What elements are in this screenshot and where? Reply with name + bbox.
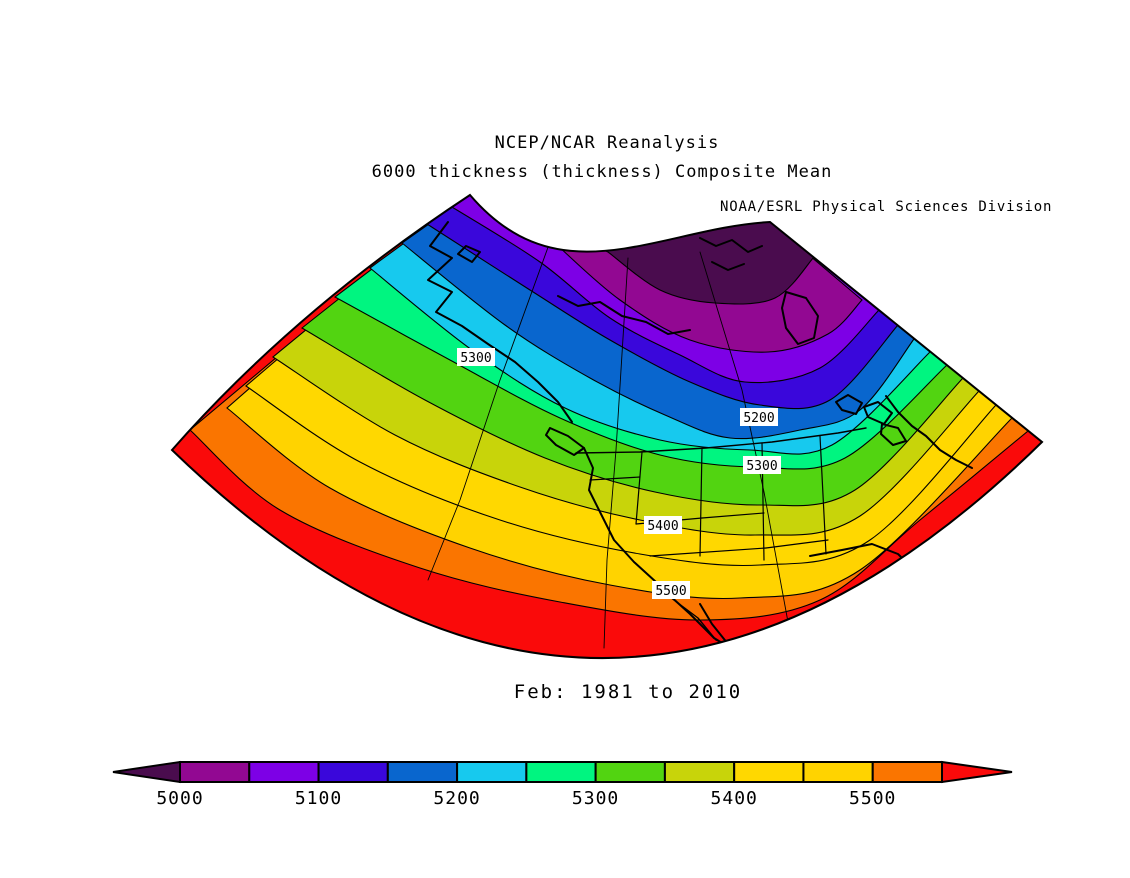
state-border-h5	[765, 539, 829, 549]
colorbar-under-arrow	[112, 760, 181, 784]
date-range-label: Feb: 1981 to 2010	[513, 681, 743, 703]
us-west-coast	[583, 447, 741, 655]
credit-line: NOAA/ESRL Physical Sciences Division	[720, 199, 1053, 215]
canada-us-border	[575, 427, 867, 454]
colorbar-segment-5450	[802, 761, 874, 783]
state-border-v1	[635, 451, 643, 525]
meridian-west	[427, 238, 552, 581]
colorbar-segment-5500	[871, 761, 943, 783]
contour-label-5400-3: 5400	[644, 516, 682, 534]
contour-label-5300-2: 5300	[743, 456, 781, 474]
colorbar-segment-5350	[663, 761, 736, 783]
colorbar-segment-5050	[248, 761, 320, 783]
colorbar-tick-5200: 5200	[433, 788, 480, 809]
state-border-v4	[819, 435, 827, 555]
atlantic-coast	[885, 395, 973, 469]
colorbar-tick-5400: 5400	[711, 788, 758, 809]
state-border-h3	[649, 547, 767, 557]
colorbar-segment-5100	[317, 761, 389, 783]
great-lake-huron	[863, 401, 893, 425]
colorbar-segment-5150	[386, 761, 459, 783]
colorbar-segment-5300	[594, 761, 666, 783]
contour-label-text: 5300	[746, 459, 777, 474]
contour-label-5300-0: 5300	[457, 348, 495, 366]
arctic-coast	[557, 295, 691, 335]
colorbar: 5000 5100 5200 5300 5400 5500	[112, 760, 1013, 809]
arctic-islands-1	[699, 237, 763, 253]
contour-label-box	[457, 348, 495, 366]
vancouver-island	[545, 427, 585, 456]
state-border-v2	[699, 447, 703, 557]
colorbar-tick-5500: 5500	[849, 788, 896, 809]
contour-label-box	[644, 516, 682, 534]
contour-label-text: 5500	[655, 584, 686, 599]
colorbar-tick-5100: 5100	[295, 788, 342, 809]
great-lake-superior	[835, 394, 863, 415]
colorbar-segment-5200	[456, 761, 528, 783]
contour-label-text: 5200	[743, 411, 774, 426]
state-border-h1	[589, 476, 641, 481]
map-clipped-group	[172, 195, 1042, 659]
contour-label-text: 5300	[460, 351, 491, 366]
page-subtitle: 6000 thickness (thickness) Composite Mea…	[371, 162, 833, 182]
colorbar-over-arrow	[941, 760, 1013, 784]
great-lake-erie-ontario	[880, 423, 907, 446]
colorbar-tick-5000: 5000	[156, 788, 203, 809]
contour-label-box	[652, 581, 690, 599]
hudson-bay	[781, 291, 819, 345]
contour-label-5500-4: 5500	[652, 581, 690, 599]
colorbar-segment-5250	[525, 761, 597, 783]
map-outline	[170, 193, 1044, 659]
alaska-bc-coast	[427, 221, 573, 423]
contour-label-text: 5400	[647, 519, 678, 534]
meridian-east	[699, 251, 789, 623]
contour-label-box	[740, 408, 778, 426]
meridian-central	[603, 257, 629, 649]
colorbar-segment-5400	[733, 761, 805, 783]
arctic-islands-2	[711, 261, 745, 271]
page-title: NCEP/NCAR Reanalysis	[494, 133, 720, 153]
colorbar-tick-5300: 5300	[572, 788, 619, 809]
state-border-h4	[701, 512, 765, 519]
alaska-island	[457, 245, 481, 263]
colorbar-segment-5000	[179, 761, 251, 783]
contour-label-box	[743, 456, 781, 474]
contour-label-5200-1: 5200	[740, 408, 778, 426]
